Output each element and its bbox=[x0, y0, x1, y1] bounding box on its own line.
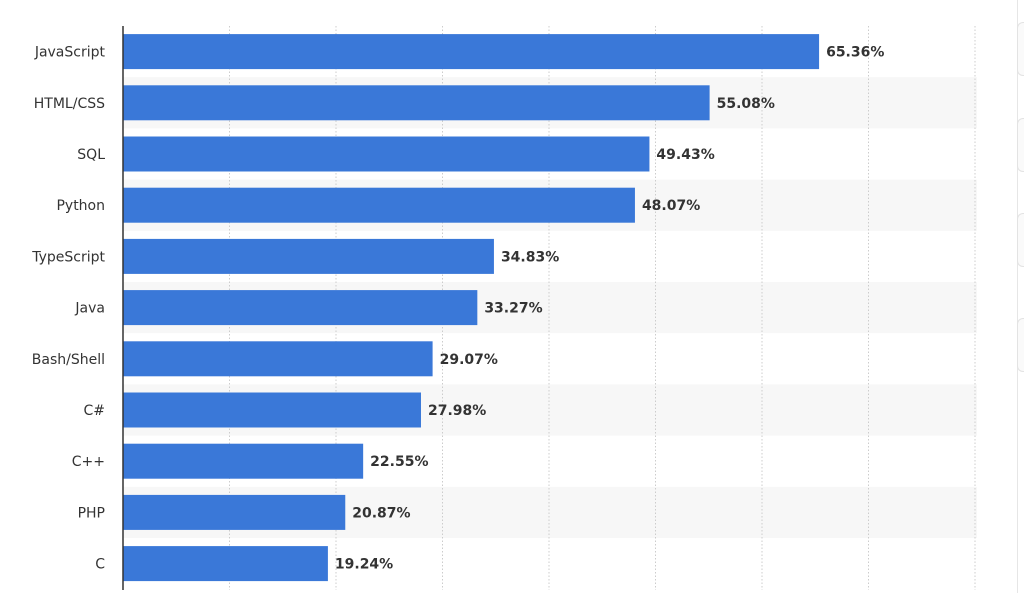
side-panel-edge bbox=[1017, 0, 1024, 593]
side-tab-1[interactable] bbox=[1017, 22, 1024, 76]
category-label: TypeScript bbox=[31, 249, 105, 265]
bar bbox=[123, 392, 421, 428]
category-label: Bash/Shell bbox=[32, 352, 105, 368]
category-label: HTML/CSS bbox=[34, 96, 105, 112]
bar bbox=[123, 187, 635, 223]
value-label: 33.27% bbox=[484, 301, 542, 317]
bar bbox=[123, 546, 328, 582]
category-label: SQL bbox=[77, 147, 105, 163]
value-label: 19.24% bbox=[335, 557, 393, 573]
bar bbox=[123, 290, 478, 326]
value-label: 49.43% bbox=[656, 147, 714, 163]
category-label: PHP bbox=[78, 505, 105, 521]
value-label: 20.87% bbox=[352, 505, 410, 521]
value-label: 55.08% bbox=[717, 96, 775, 112]
category-label: C bbox=[95, 557, 105, 573]
bar bbox=[123, 85, 710, 121]
bar bbox=[123, 443, 364, 479]
category-label: C++ bbox=[72, 454, 105, 470]
value-label: 29.07% bbox=[440, 352, 498, 368]
side-tab-4[interactable] bbox=[1017, 318, 1024, 372]
category-label: JavaScript bbox=[34, 45, 106, 61]
value-label: 48.07% bbox=[642, 198, 700, 214]
category-label: Java bbox=[74, 301, 105, 317]
value-label: 34.83% bbox=[501, 249, 559, 265]
bar bbox=[123, 341, 433, 377]
bar bbox=[123, 34, 820, 70]
side-tab-3[interactable] bbox=[1017, 213, 1024, 267]
value-label: 65.36% bbox=[826, 45, 884, 61]
category-label: C# bbox=[83, 403, 105, 419]
side-tab-2[interactable] bbox=[1017, 118, 1024, 172]
bar bbox=[123, 494, 346, 530]
bar bbox=[123, 136, 650, 172]
category-label: Python bbox=[56, 198, 105, 214]
bar bbox=[123, 238, 494, 274]
value-label: 27.98% bbox=[428, 403, 486, 419]
value-label: 22.55% bbox=[370, 454, 428, 470]
